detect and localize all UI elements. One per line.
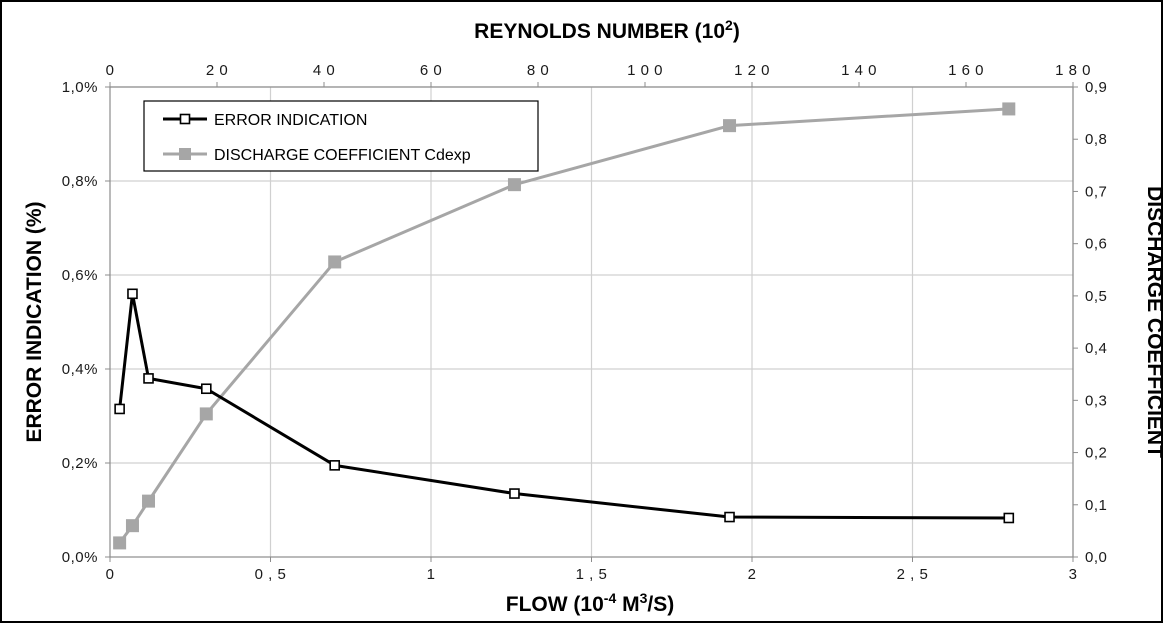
data-point-discharge bbox=[125, 519, 139, 533]
data-point-error bbox=[329, 460, 341, 471]
data-point-discharge bbox=[142, 494, 156, 508]
series-line-error bbox=[118, 292, 1009, 520]
data-point-error bbox=[114, 403, 125, 415]
legend: ERROR INDICATION DISCHARGE COEFFICIENT C… bbox=[143, 100, 539, 172]
bottom-axis-tick-label: 2 , 5 bbox=[897, 566, 929, 583]
data-point-discharge bbox=[723, 119, 737, 133]
top-axis-tick-label: 1 2 0 bbox=[734, 62, 770, 79]
data-point-discharge bbox=[1002, 102, 1016, 116]
data-point-error bbox=[201, 383, 212, 395]
legend-item-error: ERROR INDICATION bbox=[163, 112, 367, 129]
left-axis-tick-label: 0,2% bbox=[62, 455, 98, 472]
top-axis-tick-label: 1 8 0 bbox=[1055, 62, 1091, 79]
axis-layer bbox=[105, 82, 1078, 562]
top-axis-tick-label: 8 0 bbox=[527, 62, 549, 79]
data-point-error bbox=[1003, 512, 1015, 524]
left-axis-tick-label: 0,6% bbox=[62, 267, 98, 284]
right-axis-tick-label: 0,5 bbox=[1085, 288, 1107, 305]
top-axis-tick-label: 2 0 bbox=[206, 62, 228, 79]
data-point-discharge bbox=[328, 255, 342, 269]
bottom-axis-tick-label: 3 bbox=[1069, 566, 1078, 583]
data-point-discharge bbox=[199, 407, 213, 421]
legend-swatch-error-marker bbox=[179, 113, 191, 125]
legend-item-discharge: DISCHARGE COEFFICIENT Cdexp bbox=[163, 147, 471, 164]
right-axis-tick-label: 0,1 bbox=[1085, 497, 1107, 514]
data-point-error bbox=[127, 288, 138, 300]
left-axis-tick-label: 1,0% bbox=[62, 79, 98, 96]
bottom-axis-tick-label: 1 bbox=[427, 566, 436, 583]
right-axis-tick-label: 0,8 bbox=[1085, 131, 1107, 148]
top-axis-tick-label: 1 6 0 bbox=[948, 62, 984, 79]
data-point-discharge bbox=[113, 536, 127, 550]
top-axis-tick-label: 1 0 0 bbox=[627, 62, 663, 79]
bottom-axis-title: FLOW (10-4 M3/S) bbox=[506, 590, 674, 616]
top-axis-title: REYNOLDS NUMBER (102) bbox=[474, 17, 740, 43]
data-point-error bbox=[509, 488, 520, 499]
right-axis-tick-label: 0,9 bbox=[1085, 79, 1107, 96]
right-axis-tick-label: 0,4 bbox=[1085, 340, 1107, 357]
left-axis-title: ERROR INDICATION (%) bbox=[23, 201, 46, 442]
bottom-axis-tick-label: 0 bbox=[106, 566, 115, 583]
data-point-discharge bbox=[507, 178, 521, 192]
bottom-axis-tick-label: 2 bbox=[748, 566, 757, 583]
top-axis-tick-label: 1 4 0 bbox=[841, 62, 877, 79]
series-layer bbox=[113, 102, 1016, 550]
data-point-error bbox=[724, 511, 735, 523]
left-axis-tick-label: 0,0% bbox=[62, 549, 98, 566]
legend-swatch-discharge-marker bbox=[179, 148, 191, 160]
right-axis-tick-label: 0,2 bbox=[1085, 445, 1107, 462]
right-axis-tick-label: 0,7 bbox=[1085, 183, 1107, 200]
bottom-axis-tick-label: 1 , 5 bbox=[576, 566, 608, 583]
right-axis-title: DISCHARGE COEFFICIENT bbox=[1143, 186, 1163, 458]
tick-labels-layer: 0 0 , 5 1 1 , 5 2 2 , 5 3 0 2 0 4 0 6 0 8 0 1 0 0 1 2… bbox=[62, 62, 1107, 583]
top-axis-tick-label: 6 0 bbox=[420, 62, 442, 79]
left-axis-tick-label: 0,8% bbox=[62, 173, 98, 190]
legend-label-discharge: DISCHARGE COEFFICIENT Cdexp bbox=[214, 147, 471, 164]
bottom-axis-tick-label: 0 , 5 bbox=[255, 566, 287, 583]
right-axis-tick-label: 0,0 bbox=[1085, 549, 1107, 566]
legend-box bbox=[143, 100, 539, 172]
legend-label-error: ERROR INDICATION bbox=[214, 112, 367, 129]
right-axis-tick-label: 0,3 bbox=[1085, 392, 1107, 409]
data-point-error bbox=[143, 373, 154, 384]
right-axis-tick-label: 0,6 bbox=[1085, 236, 1107, 253]
top-axis-tick-label: 4 0 bbox=[313, 62, 335, 79]
top-axis-tick-label: 0 bbox=[106, 62, 115, 79]
left-axis-tick-label: 0,4% bbox=[62, 361, 98, 378]
